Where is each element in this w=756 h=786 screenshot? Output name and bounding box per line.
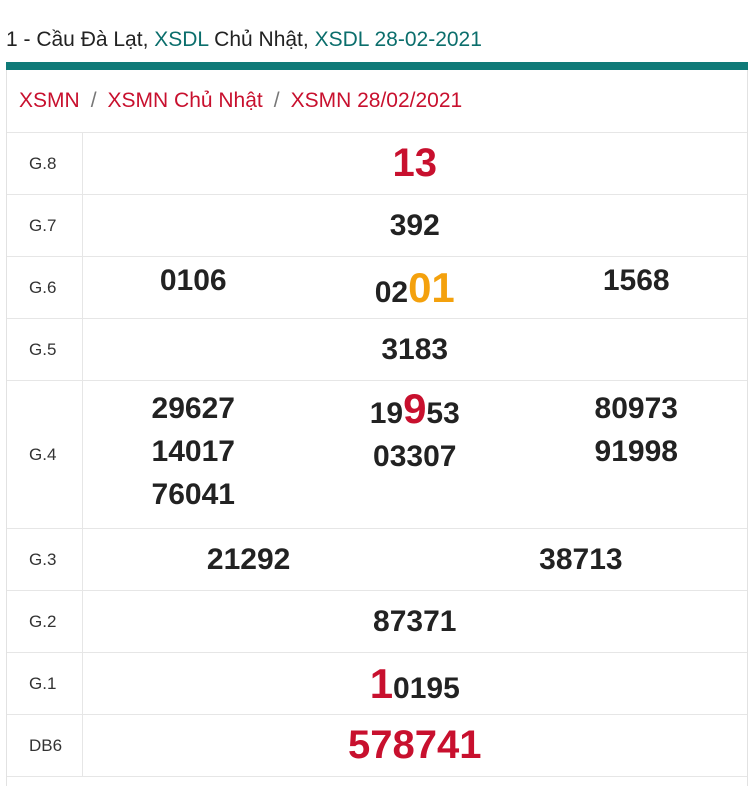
prize-number-g8: 13 <box>392 141 438 185</box>
prize-number: 80973 <box>594 392 678 425</box>
prize-row-g6: G.6 0106 0201 1568 <box>7 256 747 319</box>
prize-label: G.5 <box>7 318 83 381</box>
prize-number-g3-2: 38713 <box>539 542 623 576</box>
breadcrumb-xsmn-sunday[interactable]: XSMN Chủ Nhật <box>107 89 263 112</box>
breadcrumb-xsmn[interactable]: XSMN <box>19 89 80 112</box>
prize-number: 19953 <box>370 387 460 435</box>
prize-number: 91998 <box>594 435 678 468</box>
number-rest: 0195 <box>393 671 460 705</box>
xsdl-date-link[interactable]: XSDL 28-02-2021 <box>314 28 482 51</box>
number-highlight: 01 <box>408 263 455 311</box>
prize-row-g4: G.4 29627 14017 76041 19953 03307 80973 … <box>7 380 748 529</box>
prize-number: 14017 <box>151 435 235 468</box>
results-card: XSMN / XSMN Chủ Nhật / XSMN 28/02/2021 G.8 1… <box>6 70 748 786</box>
breadcrumb-separator: / <box>273 89 280 112</box>
prize-row-g3: G.3 21292 38713 <box>7 528 747 591</box>
prize-col-g4-1: 29627 14017 76041 <box>83 387 305 516</box>
number-prefix: 02 <box>374 275 409 309</box>
prize-label: G.4 <box>7 380 83 529</box>
xsdl-link[interactable]: XSDL <box>154 28 209 51</box>
prize-label: G.1 <box>7 652 83 715</box>
accent-bar <box>6 62 748 70</box>
prize-row-g1: G.1 10195 <box>7 652 748 715</box>
number-part: 19 <box>369 397 404 430</box>
prize-row-g8: G.8 13 <box>7 132 747 195</box>
prize-number: 29627 <box>151 392 235 425</box>
prize-label: G.6 <box>7 256 83 319</box>
prize-number-g5: 3183 <box>381 332 449 366</box>
prize-label: DB6 <box>7 714 83 777</box>
prize-row-g2: G.2 87371 <box>7 590 747 653</box>
prize-number-g6-1: 0106 <box>159 263 227 297</box>
prize-label: G.7 <box>7 194 83 257</box>
prize-number: 03307 <box>373 440 457 473</box>
page-title: 1 - Cầu Đà Lạt, XSDL Chủ Nhật, XSDL 28-0… <box>6 24 482 56</box>
prize-row-g5: G.5 3183 <box>7 318 747 381</box>
prize-number-g3-1: 21292 <box>206 542 291 576</box>
title-prefix: 1 - Cầu Đà Lạt, <box>6 28 155 51</box>
prize-row-db: DB6 578741 <box>7 714 747 777</box>
results-table: G.8 13 G.7 392 G.6 0106 0201 1568 G.5 31… <box>7 132 747 777</box>
number-part: 53 <box>426 397 460 430</box>
prize-number-g1: 10195 <box>83 660 748 708</box>
prize-label: G.8 <box>7 132 83 195</box>
prize-number-db: 578741 <box>348 723 482 767</box>
prize-col-g4-2: 19953 03307 <box>304 387 526 478</box>
prize-number-g7: 392 <box>389 208 440 242</box>
prize-number: 76041 <box>151 478 235 511</box>
title-middle: Chủ Nhật, <box>208 28 315 51</box>
number-highlight: 1 <box>369 659 394 707</box>
prize-row-g7: G.7 392 <box>7 194 747 257</box>
breadcrumb-separator: / <box>90 89 97 112</box>
prize-number-g6-2: 0201 <box>304 264 526 312</box>
prize-col-g4-3: 80973 91998 <box>526 387 748 473</box>
prize-number-g2: 87371 <box>373 604 457 638</box>
breadcrumb: XSMN / XSMN Chủ Nhật / XSMN 28/02/2021 <box>19 86 462 116</box>
prize-label: G.2 <box>7 590 83 653</box>
number-highlight: 9 <box>403 385 427 432</box>
prize-number-g6-3: 1568 <box>602 263 670 297</box>
prize-label: G.3 <box>7 528 83 591</box>
breadcrumb-xsmn-date[interactable]: XSMN 28/02/2021 <box>290 89 463 112</box>
